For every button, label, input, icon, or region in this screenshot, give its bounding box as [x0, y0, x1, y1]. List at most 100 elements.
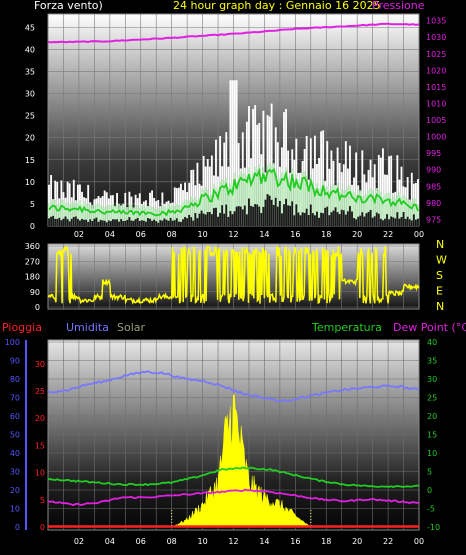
wind-avg-bar [219, 181, 222, 226]
wind-avg-bar [68, 204, 71, 226]
wind-low-bar [262, 206, 265, 226]
wind-low-bar [388, 219, 391, 226]
wind-avg-bar [60, 199, 63, 226]
wind-low-bar [353, 217, 356, 226]
x-tick-label: 04 [105, 537, 115, 546]
wind-low-bar [48, 218, 50, 226]
wind-gust-bar [254, 105, 257, 226]
temperature-tick-label: 35 [427, 357, 437, 366]
chart-title: 24 hour graph day : Gennaio 16 2025 [173, 0, 381, 12]
y-tick-label: 0 [30, 222, 35, 231]
wind-low-bar [91, 220, 94, 226]
y-tick-label: 25 [25, 112, 35, 121]
wind-low-bar [281, 213, 283, 226]
x-tick-label: 22 [383, 537, 393, 546]
y-tick-label: 180 [25, 273, 40, 282]
wind-avg-bar [136, 205, 139, 226]
wind-low-bar [243, 205, 246, 226]
wind-avg-bar [105, 205, 108, 226]
wind-low-bar [324, 207, 327, 226]
wind-avg-bar [175, 203, 178, 226]
wind-avg-bar [270, 165, 273, 226]
wind-low-bar [252, 206, 255, 226]
wind-avg-bar [384, 194, 386, 226]
x-tick-label: 10 [197, 230, 207, 239]
wind-avg-bar [301, 171, 304, 226]
wind-avg-bar [272, 163, 275, 226]
wind-avg-bar [221, 179, 224, 226]
wind-avg-bar [169, 205, 172, 226]
wind-gust-bar [229, 80, 232, 226]
wind-low-bar [76, 218, 79, 226]
wind-avg-bar [373, 195, 376, 226]
wind-avg-bar [382, 196, 384, 226]
wind-low-bar [163, 218, 166, 226]
wind-low-bar [410, 220, 413, 226]
wind-low-bar [210, 214, 213, 226]
wind-avg-bar [379, 192, 382, 226]
wind-low-bar [316, 211, 318, 226]
rain-tick-label: 25 [35, 387, 45, 396]
wind-avg-bar [225, 177, 228, 226]
wind-low-bar [83, 219, 85, 226]
wind-low-bar [287, 205, 290, 226]
wind-low-bar [346, 211, 349, 226]
wind-low-bar [305, 208, 308, 226]
wind-low-bar [359, 215, 362, 226]
wind-avg-bar [89, 205, 92, 226]
wind-low-bar [340, 209, 343, 226]
wind-avg-bar [334, 185, 337, 226]
wind-avg-bar [359, 190, 362, 226]
wind-avg-bar [299, 182, 302, 226]
wind-low-bar [291, 201, 294, 226]
wind-low-bar [142, 220, 145, 226]
wind-gust-bar [410, 172, 413, 226]
wind-avg-bar [210, 194, 213, 226]
wind-low-bar [278, 200, 281, 226]
wind-gust-bar [361, 150, 364, 226]
wind-low-bar [311, 213, 314, 226]
solar-area [171, 393, 312, 528]
wind-low-bar [58, 217, 61, 226]
wind-low-bar [140, 220, 143, 226]
wind-low-bar [87, 221, 90, 226]
wind-avg-bar [229, 183, 232, 226]
wind-low-bar [394, 218, 397, 226]
wind-avg-bar [260, 177, 263, 226]
x-tick-label: 18 [321, 230, 331, 239]
wind-low-bar [136, 217, 139, 226]
wind-avg-bar [287, 178, 290, 226]
wind-low-bar [254, 204, 257, 226]
compass-label: E [436, 285, 443, 298]
wind-low-bar [114, 219, 116, 226]
wind-low-bar [357, 216, 360, 226]
wind-low-bar [274, 197, 277, 226]
wind-avg-bar [212, 183, 215, 226]
wind-low-bar [111, 219, 114, 226]
wind-avg-bar [305, 175, 308, 226]
wind-avg-bar [64, 202, 67, 226]
x-tick-label: 10 [197, 537, 207, 546]
wind-low-bar [120, 219, 123, 226]
x-tick-label: 16 [290, 230, 300, 239]
x-tick-label: 20 [352, 537, 362, 546]
pressure-line [47, 22, 420, 44]
wind-avg-bar [173, 206, 176, 226]
wind-average-line [48, 167, 419, 217]
wind-avg-bar [48, 203, 50, 226]
wind-low-bar [390, 216, 393, 226]
rain-tick-label: 5 [40, 496, 45, 505]
wind-avg-bar [355, 194, 358, 226]
wind-low-bar [66, 219, 69, 226]
wind-low-bar [105, 222, 108, 226]
x-tick-label: 06 [136, 230, 146, 239]
wind-avg-bar [388, 192, 391, 226]
wind-avg-bar [243, 173, 246, 226]
wind-low-bar [198, 213, 201, 226]
wind-avg-bar [91, 204, 94, 226]
wind-direction-line [47, 245, 420, 305]
humidity-line [47, 370, 420, 403]
wind-avg-bar [353, 192, 356, 226]
wind-avg-bar [293, 181, 296, 226]
wind-low-bar [68, 221, 71, 226]
